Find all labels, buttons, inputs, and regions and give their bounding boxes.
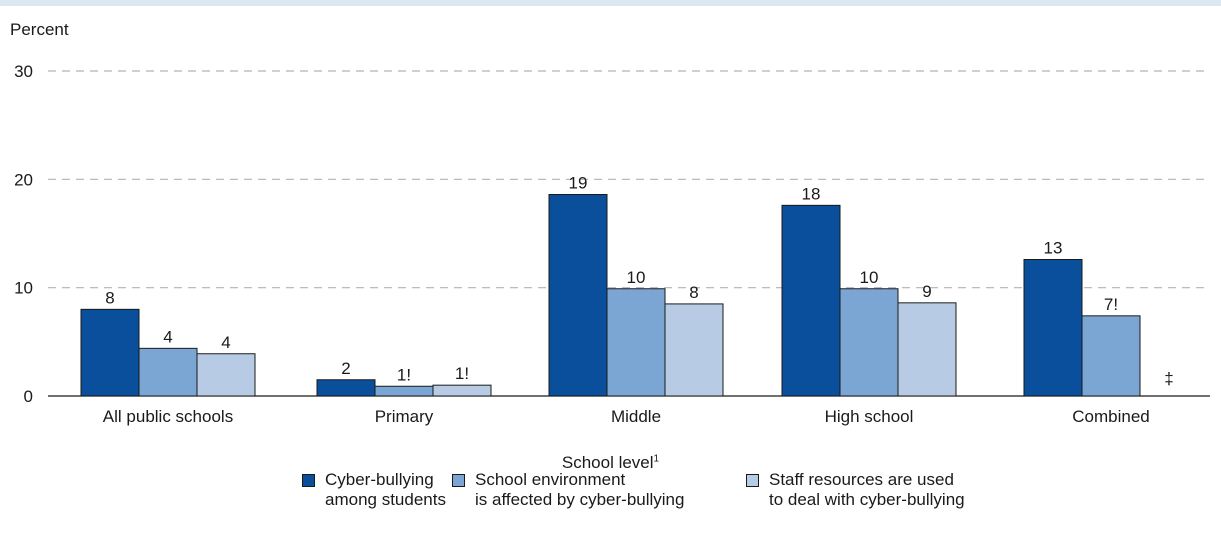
bar — [606, 288, 666, 397]
y-tick-label: 30 — [14, 62, 33, 81]
legend-line: School environment — [475, 470, 626, 489]
legend-line: to deal with cyber-bullying — [769, 490, 965, 509]
data-label: 19 — [569, 174, 588, 193]
data-label: 8 — [689, 283, 698, 302]
data-label: 1! — [455, 364, 469, 383]
data-label: 1! — [397, 365, 411, 384]
bar — [432, 384, 492, 397]
data-label: 9 — [922, 282, 931, 301]
x-tick-label: All public schools — [103, 407, 233, 426]
x-tick-label: Primary — [375, 407, 434, 426]
y-tick-label: 20 — [14, 170, 33, 189]
legend-swatch — [302, 474, 315, 487]
x-tick-label: High school — [825, 407, 914, 426]
data-label: 4 — [221, 333, 230, 352]
bar — [548, 194, 608, 397]
data-label: 10 — [627, 268, 646, 287]
legend-item-cyber-bullying: Cyber-bullying among students — [302, 470, 446, 510]
bar — [839, 288, 899, 397]
legend-item-school-environment: School environment is affected by cyber-… — [452, 470, 684, 510]
y-tick-label: 0 — [24, 387, 33, 406]
legend-item-staff-resources: Staff resources are used to deal with cy… — [746, 470, 965, 510]
bar — [897, 302, 957, 397]
bar — [1081, 315, 1141, 397]
data-label: 8 — [105, 288, 114, 307]
x-tick-labels: All public schools Primary Middle High scho… — [103, 407, 1150, 426]
bar — [664, 303, 724, 397]
x-axis-title: School level1 — [0, 453, 1221, 473]
data-label: 4 — [163, 327, 172, 346]
bar — [316, 379, 376, 397]
value-labels: 8 4 4 2 1! 1! 19 10 8 18 10 9 13 7! ‡ — [105, 174, 1173, 389]
legend-line: among students — [325, 490, 446, 509]
legend-label: Cyber-bullying among students — [325, 470, 446, 510]
x-axis-footnote-marker: 1 — [653, 453, 660, 465]
bars — [80, 194, 1141, 397]
legend-line: Cyber-bullying — [325, 470, 434, 489]
legend-line: is affected by cyber-bullying — [475, 490, 685, 509]
legend-swatch — [452, 474, 465, 487]
x-tick-label: Middle — [611, 407, 661, 426]
top-accent-bar — [0, 0, 1221, 6]
data-label: 2 — [341, 359, 350, 378]
legend-label: Staff resources are used to deal with cy… — [769, 470, 965, 510]
y-tick-label: 10 — [14, 279, 33, 298]
bar — [781, 204, 841, 397]
y-axis-title: Percent — [10, 20, 69, 39]
data-label: 7! — [1104, 295, 1118, 314]
y-tick-labels: 0 10 20 30 — [14, 62, 33, 406]
data-label-suppressed: ‡ — [1164, 369, 1173, 388]
data-label: 13 — [1044, 239, 1063, 258]
bar — [196, 353, 256, 397]
bar — [138, 347, 198, 397]
bar — [374, 385, 434, 397]
bar — [1023, 259, 1083, 397]
legend-swatch — [746, 474, 759, 487]
legend-line: Staff resources are used — [769, 470, 954, 489]
x-axis-title-text: School level — [561, 453, 654, 472]
data-label: 18 — [802, 184, 821, 203]
data-label: 10 — [860, 268, 879, 287]
x-tick-label: Combined — [1072, 407, 1150, 426]
legend-label: School environment is affected by cyber-… — [475, 470, 684, 510]
legend: Cyber-bullying among students School env… — [0, 470, 1221, 542]
bar — [80, 308, 140, 397]
